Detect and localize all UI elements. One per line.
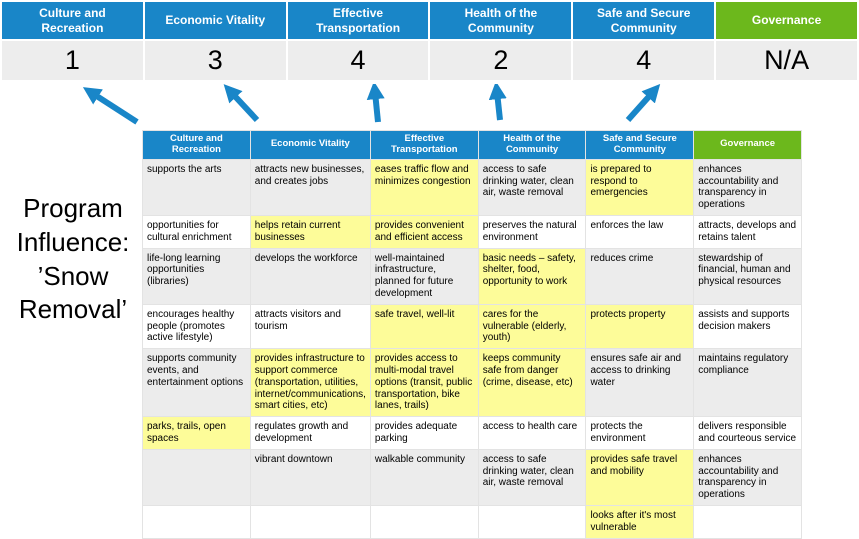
matrix-cell: supports the arts — [143, 159, 250, 216]
scoreboard-headers: Culture and Recreation Economic Vitality E… — [2, 2, 857, 39]
matrix-cell: basic needs – safety, shelter, food, opp… — [478, 248, 586, 304]
arrow-up-icon — [625, 83, 661, 122]
scoreboard-scores: 1 3 4 2 4 N/A — [2, 41, 857, 80]
matrix-cell: helps retain current businesses — [250, 216, 370, 248]
matrix-cell: encourages healthy people (promotes acti… — [143, 304, 250, 349]
matrix-cell: attracts visitors and tourism — [250, 304, 370, 349]
matrix-cell: provides convenient and efficient access — [370, 216, 478, 248]
matrix-cell: enforces the law — [586, 216, 694, 248]
matrix-cell: stewardship of financial, human and phys… — [694, 248, 801, 304]
matrix-column-header-2: Economic Vitality — [250, 131, 370, 159]
matrix-cell: provides access to multi-modal travel op… — [370, 349, 478, 417]
pillar-score-1: 1 — [2, 41, 143, 80]
matrix-cell: cares for the vulnerable (elderly, youth… — [478, 304, 586, 349]
matrix-cell: preserves the natural environment — [478, 216, 586, 248]
influence-matrix: Culture and Recreation Economic Vitality E… — [142, 130, 802, 539]
matrix-cell: well-maintained infrastructure, planned … — [370, 248, 478, 304]
pillar-score-6: N/A — [716, 41, 857, 80]
pillar-header-4: Health of the Community — [430, 2, 572, 39]
matrix-column-header-6: Governance — [694, 131, 801, 159]
arrow-up-icon — [366, 81, 385, 123]
arrow-up-icon — [488, 81, 507, 121]
matrix-cell — [143, 449, 250, 505]
matrix-cell: develops the workforce — [250, 248, 370, 304]
matrix-cell: provides infrastructure to support comme… — [250, 349, 370, 417]
matrix-cell — [370, 505, 478, 538]
matrix-cell — [478, 505, 586, 538]
matrix-cell — [250, 505, 370, 538]
pillar-score-5: 4 — [573, 41, 715, 80]
pillar-score-4: 2 — [430, 41, 572, 80]
pillar-header-3: Effective Transportation — [287, 2, 429, 39]
page-title: Program Influence: ’Snow Removal’ — [16, 193, 130, 325]
matrix-column-header-3: Effective Transportation — [370, 131, 478, 159]
matrix-cell: life-long learning opportunities (librar… — [143, 248, 250, 304]
matrix-cell: parks, trails, open spaces — [143, 417, 250, 449]
matrix-cell: access to health care — [478, 417, 586, 449]
matrix-cell: looks after it's most vulnerable — [586, 505, 694, 538]
arrows-svg — [82, 81, 661, 125]
pillar-header-6: Governance — [716, 2, 857, 39]
pillar-header-5: Safe and Secure Community — [573, 2, 715, 39]
matrix-cell: provides adequate parking — [370, 417, 478, 449]
matrix-cell: access to safe drinking water, clean air… — [478, 449, 586, 505]
matrix-cell: safe travel, well-lit — [370, 304, 478, 349]
matrix-column-header-1: Culture and Recreation — [143, 131, 250, 159]
matrix-cell: attracts new businesses, and creates job… — [250, 159, 370, 216]
matrix-cell: eases traffic flow and minimizes congest… — [370, 159, 478, 216]
matrix-cell: attracts, develops and retains talent — [694, 216, 801, 248]
matrix-cell: maintains regulatory compliance — [694, 349, 801, 417]
matrix-cell: regulates growth and development — [250, 417, 370, 449]
matrix-cell: provides safe travel and mobility — [586, 449, 694, 505]
pillar-score-3: 4 — [287, 41, 429, 80]
matrix-cell: ensures safe air and access to drinking … — [586, 349, 694, 417]
matrix-cell: delivers responsible and courteous servi… — [694, 417, 801, 449]
matrix-cell: keeps community safe from danger (crime,… — [478, 349, 586, 417]
matrix-column-header-4: Health of the Community — [478, 131, 586, 159]
arrow-up-icon — [82, 87, 139, 125]
matrix-cell — [694, 505, 801, 538]
matrix-cell — [143, 505, 250, 538]
matrix-cell: protects the environment — [586, 417, 694, 449]
matrix-cell: supports community events, and entertain… — [143, 349, 250, 417]
matrix-cell: protects property — [586, 304, 694, 349]
matrix-cell: reduces crime — [586, 248, 694, 304]
matrix-cell: access to safe drinking water, clean air… — [478, 159, 586, 216]
pillar-header-1: Culture and Recreation — [2, 2, 143, 39]
matrix-cell: walkable community — [370, 449, 478, 505]
matrix-cell: enhances accountability and transparency… — [694, 449, 801, 505]
arrow-up-icon — [223, 84, 260, 123]
matrix-cell: enhances accountability and transparency… — [694, 159, 801, 216]
matrix-cell: is prepared to respond to emergencies — [586, 159, 694, 216]
matrix-cell: vibrant downtown — [250, 449, 370, 505]
matrix-column-header-5: Safe and Secure Community — [586, 131, 694, 159]
matrix-cell: assists and supports decision makers — [694, 304, 801, 349]
influence-arrows — [0, 81, 859, 128]
matrix-cell: opportunities for cultural enrichment — [143, 216, 250, 248]
pillar-header-2: Economic Vitality — [144, 2, 286, 39]
pillar-score-2: 3 — [144, 41, 286, 80]
